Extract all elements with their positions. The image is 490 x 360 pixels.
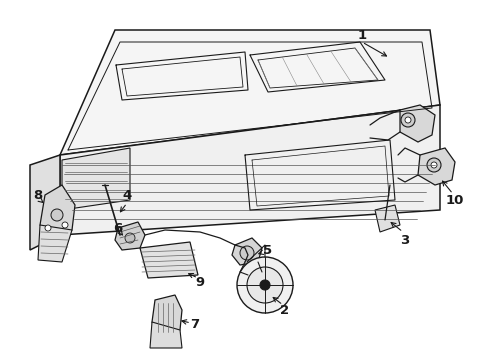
Text: 7: 7 bbox=[191, 319, 199, 332]
Polygon shape bbox=[40, 185, 75, 240]
Circle shape bbox=[240, 246, 254, 260]
Circle shape bbox=[431, 162, 437, 168]
Polygon shape bbox=[418, 148, 455, 185]
Polygon shape bbox=[232, 238, 262, 265]
Text: 3: 3 bbox=[400, 234, 410, 247]
Circle shape bbox=[237, 257, 293, 313]
Polygon shape bbox=[62, 148, 130, 210]
Polygon shape bbox=[140, 242, 198, 278]
Polygon shape bbox=[115, 222, 145, 250]
Circle shape bbox=[427, 158, 441, 172]
Circle shape bbox=[125, 233, 135, 243]
Polygon shape bbox=[30, 155, 60, 250]
Text: 8: 8 bbox=[33, 189, 43, 202]
Text: 5: 5 bbox=[264, 243, 272, 257]
Polygon shape bbox=[60, 105, 440, 235]
Circle shape bbox=[405, 117, 411, 123]
Text: 9: 9 bbox=[196, 275, 204, 288]
Circle shape bbox=[45, 225, 51, 231]
Text: 4: 4 bbox=[122, 189, 132, 202]
Polygon shape bbox=[152, 295, 182, 340]
Polygon shape bbox=[150, 322, 182, 348]
Polygon shape bbox=[60, 30, 440, 155]
Circle shape bbox=[401, 113, 415, 127]
Polygon shape bbox=[38, 225, 72, 262]
Circle shape bbox=[247, 267, 283, 303]
Polygon shape bbox=[375, 205, 400, 232]
Circle shape bbox=[62, 222, 68, 228]
Circle shape bbox=[260, 280, 270, 290]
Text: 1: 1 bbox=[357, 28, 367, 41]
Text: 6: 6 bbox=[113, 221, 122, 234]
Circle shape bbox=[51, 209, 63, 221]
Text: 10: 10 bbox=[446, 194, 464, 207]
Text: 2: 2 bbox=[280, 303, 290, 316]
Polygon shape bbox=[400, 105, 435, 142]
